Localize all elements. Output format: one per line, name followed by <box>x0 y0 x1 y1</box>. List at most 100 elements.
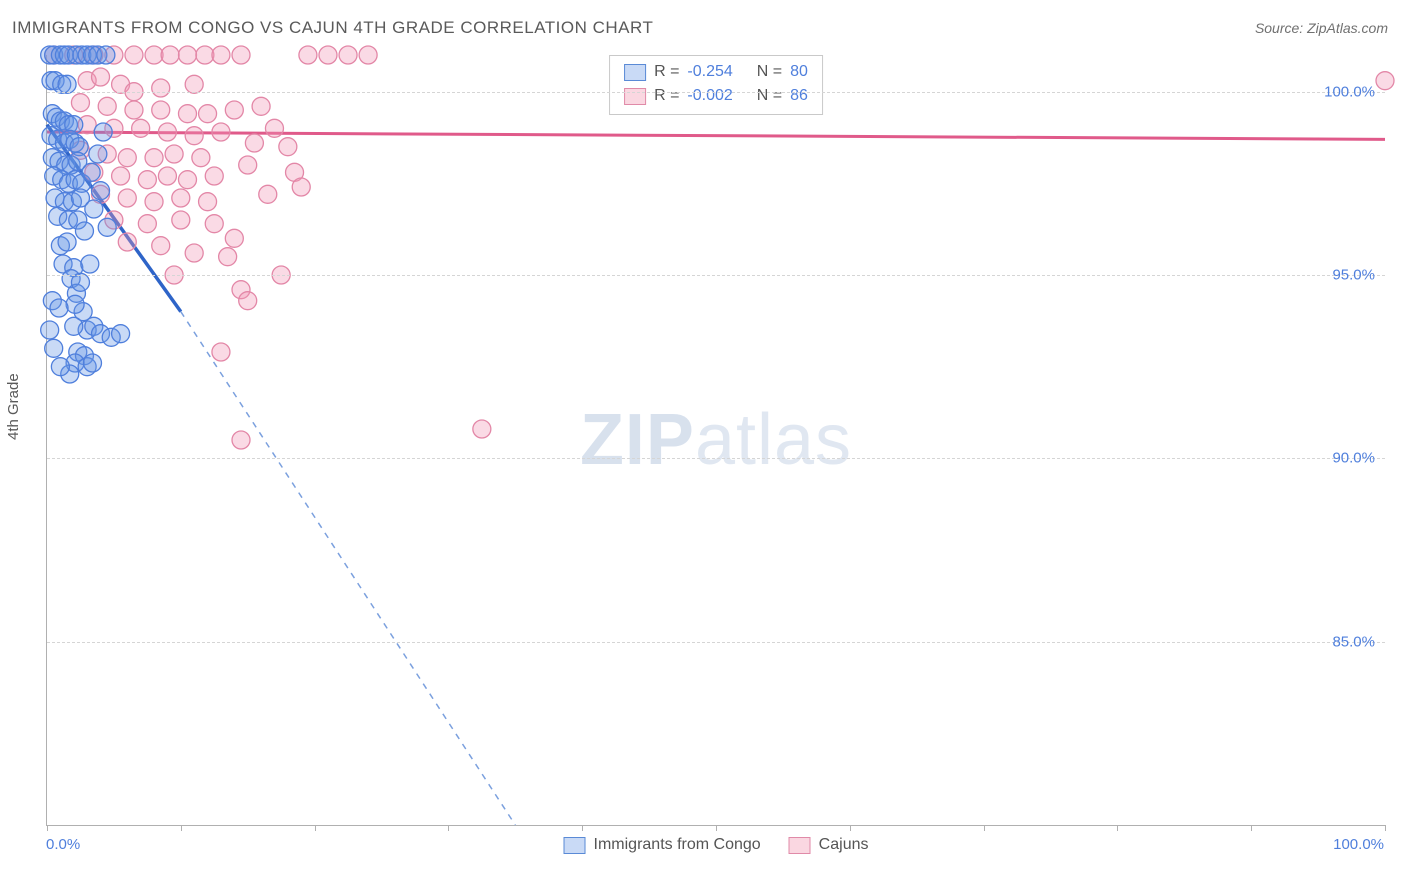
x-axis-min-label: 0.0% <box>46 836 80 853</box>
x-tick <box>47 825 48 831</box>
x-tick <box>315 825 316 831</box>
data-point-pink <box>265 119 283 137</box>
data-point-pink <box>205 167 223 185</box>
data-point-blue <box>45 339 63 357</box>
x-tick <box>984 825 985 831</box>
x-tick <box>181 825 182 831</box>
legend-item-blue: Immigrants from Congo <box>564 836 761 854</box>
data-point-pink <box>192 149 210 167</box>
r-value-pink: -0.002 <box>687 84 732 108</box>
data-point-pink <box>1376 72 1394 90</box>
trendline-blue-extrapolated <box>181 312 516 825</box>
data-point-pink <box>118 149 136 167</box>
x-tick <box>1251 825 1252 831</box>
n-value-blue: 80 <box>790 60 808 84</box>
y-tick-label: 100.0% <box>1324 83 1375 100</box>
data-point-blue <box>41 321 59 339</box>
data-point-pink <box>292 178 310 196</box>
data-point-pink <box>92 68 110 86</box>
x-tick <box>582 825 583 831</box>
x-tick <box>1385 825 1386 831</box>
data-point-pink <box>245 134 263 152</box>
data-point-pink <box>185 127 203 145</box>
data-point-pink <box>98 97 116 115</box>
y-tick-label: 90.0% <box>1332 450 1375 467</box>
swatch-blue-icon <box>564 837 586 854</box>
data-point-pink <box>196 46 214 64</box>
y-tick-label: 85.0% <box>1332 633 1375 650</box>
gridline <box>47 92 1385 93</box>
n-label: N = <box>757 60 782 84</box>
data-point-pink <box>319 46 337 64</box>
swatch-pink-icon <box>789 837 811 854</box>
data-point-pink <box>185 244 203 262</box>
data-point-pink <box>152 79 170 97</box>
data-point-pink <box>199 105 217 123</box>
data-point-pink <box>132 119 150 137</box>
data-point-pink <box>112 167 130 185</box>
data-point-pink <box>299 46 317 64</box>
data-point-blue <box>94 123 112 141</box>
data-point-blue <box>92 182 110 200</box>
stats-legend-box: R = -0.254 N = 80 R = -0.002 N = 86 <box>609 55 823 115</box>
data-point-pink <box>125 101 143 119</box>
r-label: R = <box>654 60 679 84</box>
plot-area: ZIPatlas R = -0.254 N = 80 R = -0.002 N … <box>46 55 1385 826</box>
r-value-blue: -0.254 <box>687 60 732 84</box>
data-point-blue <box>58 75 76 93</box>
data-point-pink <box>158 123 176 141</box>
data-point-blue <box>85 200 103 218</box>
x-tick <box>1117 825 1118 831</box>
data-point-pink <box>71 94 89 112</box>
data-point-pink <box>165 145 183 163</box>
gridline <box>47 458 1385 459</box>
data-point-pink <box>225 101 243 119</box>
data-point-blue <box>98 218 116 236</box>
data-point-blue <box>51 358 69 376</box>
data-point-pink <box>212 123 230 141</box>
data-point-blue <box>97 46 115 64</box>
y-axis-title: 4th Grade <box>5 373 22 440</box>
y-tick-label: 95.0% <box>1332 267 1375 284</box>
data-point-pink <box>145 46 163 64</box>
data-point-pink <box>205 215 223 233</box>
data-point-blue <box>66 295 84 313</box>
data-point-pink <box>212 46 230 64</box>
data-point-pink <box>239 156 257 174</box>
data-point-pink <box>172 189 190 207</box>
legend-item-pink: Cajuns <box>789 836 869 854</box>
data-point-pink <box>252 97 270 115</box>
data-point-pink <box>172 211 190 229</box>
stats-row-pink: R = -0.002 N = 86 <box>624 84 808 108</box>
data-point-pink <box>161 46 179 64</box>
data-point-pink <box>125 46 143 64</box>
data-point-pink <box>339 46 357 64</box>
data-point-pink <box>178 105 196 123</box>
gridline <box>47 275 1385 276</box>
legend-label-pink: Cajuns <box>819 836 869 854</box>
data-point-blue <box>82 163 100 181</box>
chart-title: IMMIGRANTS FROM CONGO VS CAJUN 4TH GRADE… <box>12 18 653 38</box>
data-point-pink <box>473 420 491 438</box>
data-point-pink <box>212 343 230 361</box>
data-point-pink <box>178 171 196 189</box>
bottom-legend: Immigrants from Congo Cajuns <box>564 836 869 854</box>
x-tick <box>850 825 851 831</box>
data-point-pink <box>118 233 136 251</box>
data-point-pink <box>219 248 237 266</box>
r-label: R = <box>654 84 679 108</box>
data-point-blue <box>50 299 68 317</box>
data-point-pink <box>152 237 170 255</box>
data-point-pink <box>359 46 377 64</box>
legend-label-blue: Immigrants from Congo <box>594 836 761 854</box>
data-point-blue <box>81 255 99 273</box>
swatch-blue-icon <box>624 64 646 81</box>
data-point-blue <box>112 325 130 343</box>
source-attribution: Source: ZipAtlas.com <box>1255 20 1388 36</box>
data-point-pink <box>239 292 257 310</box>
data-point-blue <box>75 222 93 240</box>
n-label: N = <box>757 84 782 108</box>
x-axis-max-label: 100.0% <box>1333 836 1384 853</box>
data-point-pink <box>279 138 297 156</box>
data-point-blue <box>83 354 101 372</box>
